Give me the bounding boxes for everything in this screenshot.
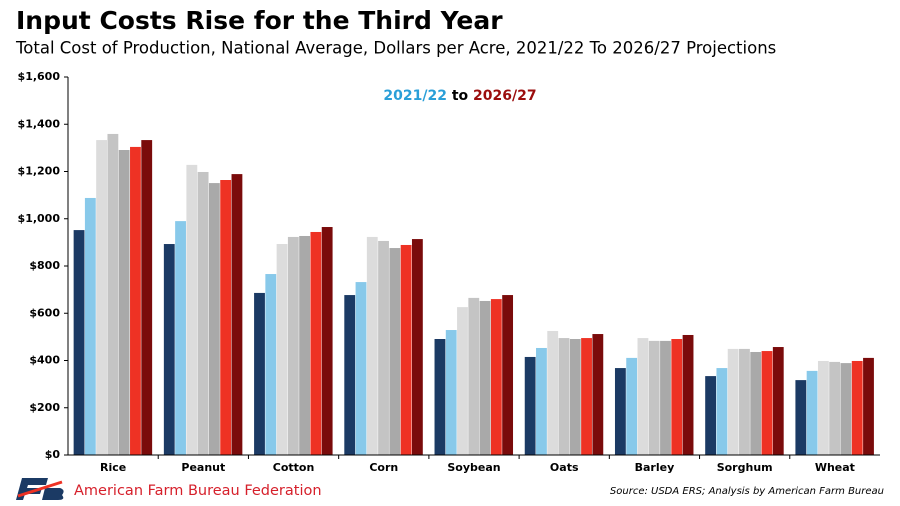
bar [118,150,130,455]
bar [806,370,818,455]
bar [208,183,220,456]
y-tick-label: $800 [29,259,60,272]
annotation-start: 2021/22 [383,88,447,104]
bar [772,347,784,455]
x-tick-label: Corn [369,461,398,474]
bar [389,248,401,455]
logo-mark [42,488,64,500]
bar [479,300,491,455]
bar [265,274,277,455]
bar [445,330,457,455]
x-tick-label: Oats [550,461,579,474]
y-tick-label: $200 [29,401,60,414]
bar [727,348,739,455]
bar [682,334,694,455]
logo-stripe [17,480,63,498]
bar [569,339,581,455]
bar [592,334,604,455]
bar [750,351,762,455]
bar [637,338,649,455]
bar [400,244,412,455]
annotation: 2021/22 to 2026/27 [383,88,536,104]
bar [614,368,626,455]
bar [502,295,514,455]
bar [547,330,559,455]
bar [581,338,592,455]
bar [96,140,108,456]
y-tick-label: $0 [45,448,61,461]
chart-title: Input Costs Rise for the Third Year [16,6,503,35]
x-tick-label: Cotton [273,461,315,474]
bar [84,197,96,455]
bar [536,347,547,455]
bar [468,297,480,455]
y-tick-label: $400 [29,354,60,367]
x-tick-label: Wheat [815,461,855,474]
source: Source: USDA ERS; Analysis by American F… [610,486,884,497]
bar [457,307,468,455]
bar [490,299,502,455]
bar [141,140,153,456]
bar [648,340,660,455]
bar [366,236,378,455]
annotation-end: 2026/27 [473,88,537,104]
bar [660,340,671,455]
x-tick-label: Sorghum [717,461,773,474]
bar [130,146,141,455]
bar [310,231,322,455]
annotation-mid: to [452,88,469,104]
x-tick-label: Peanut [181,461,225,474]
bar [220,180,232,455]
bar [73,230,85,455]
y-tick-label: $1,000 [18,212,61,225]
bar [378,240,389,455]
bar [716,368,728,455]
chart-subtitle: Total Cost of Production, National Avera… [15,39,776,58]
bar [254,292,265,455]
bar [163,244,175,455]
bar [287,236,299,455]
bar [321,227,333,455]
bar [817,360,829,455]
y-tick-label: $1,600 [18,70,61,83]
bar [705,376,717,455]
bar [355,282,367,455]
logo [16,478,64,500]
bar [671,339,683,455]
bar [186,164,198,455]
bar [524,356,536,455]
bar [434,339,446,455]
bar [863,357,874,455]
organization: American Farm Bureau Federation [74,483,322,499]
y-tick-label: $600 [29,306,60,319]
bar [761,351,773,455]
bar [558,338,570,455]
bar [840,363,852,455]
bar [795,380,807,455]
bar [851,360,863,455]
bar [197,171,209,455]
bar [829,361,841,455]
bar [299,235,311,455]
bar [107,133,119,455]
x-tick-label: Soybean [447,461,500,474]
bar [411,239,423,455]
x-tick-label: Rice [100,461,126,474]
y-tick-label: $1,200 [18,165,61,178]
x-tick-label: Barley [635,461,675,474]
bar [276,244,288,455]
bar [231,174,243,455]
bar [626,357,638,455]
bar [739,348,750,455]
y-tick-label: $1,400 [18,117,61,130]
bar [344,295,356,455]
bar [175,221,186,455]
